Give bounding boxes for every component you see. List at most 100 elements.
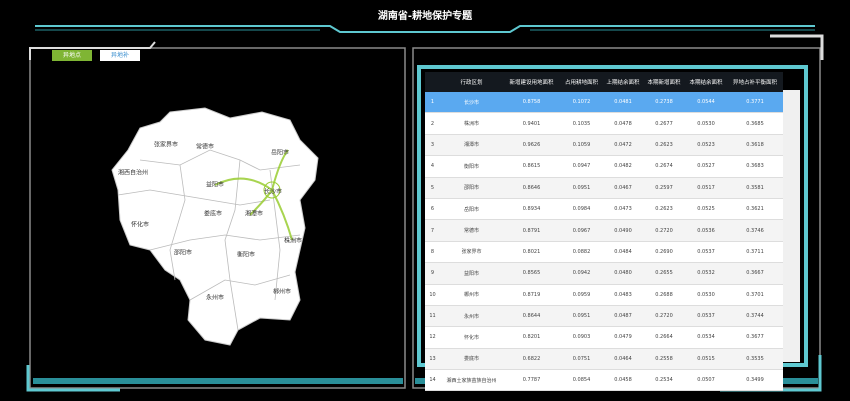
table-cell: 0.3744	[727, 305, 783, 328]
map-label: 郴州市	[273, 288, 291, 296]
table-cell: 0.0532	[685, 262, 727, 285]
table-cell: 0.8615	[503, 155, 560, 178]
table-cell: 0.3711	[727, 241, 783, 264]
table-cell: 0.2623	[643, 198, 685, 221]
table-cell: 0.0536	[685, 219, 727, 242]
table-cell: 0.0527	[685, 155, 727, 178]
table-cell: 7	[425, 219, 440, 242]
table-row[interactable]: 5 邵阳市 0.8646 0.0951 0.0467 0.2597 0.0517 0.3581	[425, 177, 783, 199]
column-header: 行政区划	[440, 72, 503, 92]
column-header: 新增建设用地面积	[503, 72, 560, 92]
table-cell: 张家界市	[440, 241, 503, 264]
table-cell: 0.0484	[603, 241, 643, 264]
table-cell: 0.0472	[603, 134, 643, 157]
table-cell: 0.2720	[643, 305, 685, 328]
table-row[interactable]: 3 湘潭市 0.9626 0.1059 0.0472 0.2623 0.0523 0.3618	[425, 134, 783, 157]
column-header	[425, 72, 440, 92]
table-row[interactable]: 1 长沙市 0.8758 0.1072 0.0481 0.2738 0.0544 0.3771	[425, 92, 783, 114]
table-cell: 0.2597	[643, 177, 685, 199]
table-row[interactable]: 8 张家界市 0.8021 0.0882 0.0484 0.2690 0.0537 0.371…	[425, 241, 783, 264]
table-cell: 益阳市	[440, 262, 503, 285]
table-row[interactable]: 4 衡阳市 0.8615 0.0947 0.0482 0.2674 0.0527 0.3683	[425, 155, 783, 178]
map-label: 怀化市	[131, 221, 149, 229]
table-cell: 0.2534	[643, 369, 685, 392]
map-label: 湘潭市	[245, 210, 263, 218]
table-cell: 0.0530	[685, 112, 727, 135]
table-cell: 0.3701	[727, 284, 783, 306]
table-row[interactable]: 2 株洲市 0.9401 0.1035 0.0478 0.2677 0.0530 0.3685	[425, 112, 783, 135]
table-row[interactable]: 12 怀化市 0.8201 0.0903 0.0479 0.2664 0.0534 0.367…	[425, 326, 783, 349]
table-row[interactable]: 11 永州市 0.8644 0.0951 0.0487 0.2720 0.0537 0.374…	[425, 305, 783, 328]
tab[interactable]: 异地补	[111, 51, 129, 59]
table-cell: 0.3535	[727, 348, 783, 371]
table-cell: 0.0530	[685, 284, 727, 306]
table-cell: 湘潭市	[440, 134, 503, 157]
map-label: 衡阳市	[237, 251, 255, 259]
table-cell: 0.2674	[643, 155, 685, 178]
table-cell: 0.0959	[560, 284, 603, 306]
table-cell: 0.0464	[603, 348, 643, 371]
table-cell: 0.2655	[643, 262, 685, 285]
tab[interactable]: 异地点	[63, 51, 81, 59]
table-cell: 0.8934	[503, 198, 560, 221]
table-row[interactable]: 10 郴州市 0.8719 0.0959 0.0483 0.2688 0.0530 0.370…	[425, 284, 783, 306]
table-cell: 0.0942	[560, 262, 603, 285]
table-cell: 0.8758	[503, 92, 560, 114]
table-row[interactable]: 14 湘西土家族苗族自治州 0.7787 0.0854 0.0458 0.2534 0.05…	[425, 369, 783, 392]
table-cell: 0.0525	[685, 198, 727, 221]
table-cell: 0.3581	[727, 177, 783, 199]
table-cell: 0.0483	[603, 284, 643, 306]
column-header: 上期结余面积	[603, 72, 643, 92]
table-cell: 0.0947	[560, 155, 603, 178]
table-cell: 0.0903	[560, 326, 603, 349]
table-cell: 0.0482	[603, 155, 643, 178]
table-cell: 郴州市	[440, 284, 503, 306]
map-label: 湘西自治州	[118, 169, 148, 177]
table-row[interactable]: 9 益阳市 0.8565 0.0942 0.0480 0.2655 0.0532 0.3667	[425, 262, 783, 285]
table-cell: 0.7787	[503, 369, 560, 392]
table-cell: 长沙市	[440, 92, 503, 114]
table-cell: 0.3746	[727, 219, 783, 242]
table-cell: 0.0951	[560, 305, 603, 328]
table-cell: 0.3771	[727, 92, 783, 114]
table-cell: 0.3667	[727, 262, 783, 285]
table-cell: 0.2677	[643, 112, 685, 135]
table-cell: 11	[425, 305, 440, 328]
table-cell: 0.0534	[685, 326, 727, 349]
table-cell: 0.0480	[603, 262, 643, 285]
data-table: 行政区划 新增建设用地面积 占用耕地面积 上期结余面积 本期新增面积 本期结余面积 异地占补…	[425, 72, 783, 392]
map-label: 株洲市	[284, 237, 302, 245]
table-cell: 13	[425, 348, 440, 371]
map-label: 常德市	[196, 143, 214, 151]
map-label: 张家界市	[154, 141, 178, 149]
table-cell: 0.3499	[727, 369, 783, 392]
table-cell: 2	[425, 112, 440, 135]
table-row[interactable]: 6 岳阳市 0.8934 0.0984 0.0473 0.2623 0.0525 0.3621	[425, 198, 783, 221]
table-cell: 0.3683	[727, 155, 783, 178]
table-cell: 4	[425, 155, 440, 178]
table-cell: 0.0507	[685, 369, 727, 392]
table-cell: 0.0479	[603, 326, 643, 349]
table-cell: 0.0544	[685, 92, 727, 114]
table-cell: 0.8201	[503, 326, 560, 349]
table-cell: 0.8719	[503, 284, 560, 306]
table-cell: 0.1059	[560, 134, 603, 157]
table-cell: 永州市	[440, 305, 503, 328]
table-row[interactable]: 7 常德市 0.8791 0.0967 0.0490 0.2720 0.0536 0.3746	[425, 219, 783, 242]
column-header: 异地占补平衡面积	[727, 72, 783, 92]
table-cell: 0.0517	[685, 177, 727, 199]
table-cell: 0.3677	[727, 326, 783, 349]
map-label: 长沙市	[264, 188, 282, 196]
table-cell: 0.0490	[603, 219, 643, 242]
map-label: 岳阳市	[271, 149, 289, 157]
table-cell: 14	[425, 369, 440, 392]
table-cell: 0.0537	[685, 305, 727, 328]
table-cell: 衡阳市	[440, 155, 503, 178]
table-cell: 0.8791	[503, 219, 560, 242]
table-row[interactable]: 13 娄底市 0.6822 0.0751 0.0464 0.2558 0.0515 0.353…	[425, 348, 783, 371]
page-title: 湖南省-耕地保护专题	[378, 9, 473, 22]
table-cell: 0.3618	[727, 134, 783, 157]
table-cell: 0.3621	[727, 198, 783, 221]
table-cell: 0.0537	[685, 241, 727, 264]
